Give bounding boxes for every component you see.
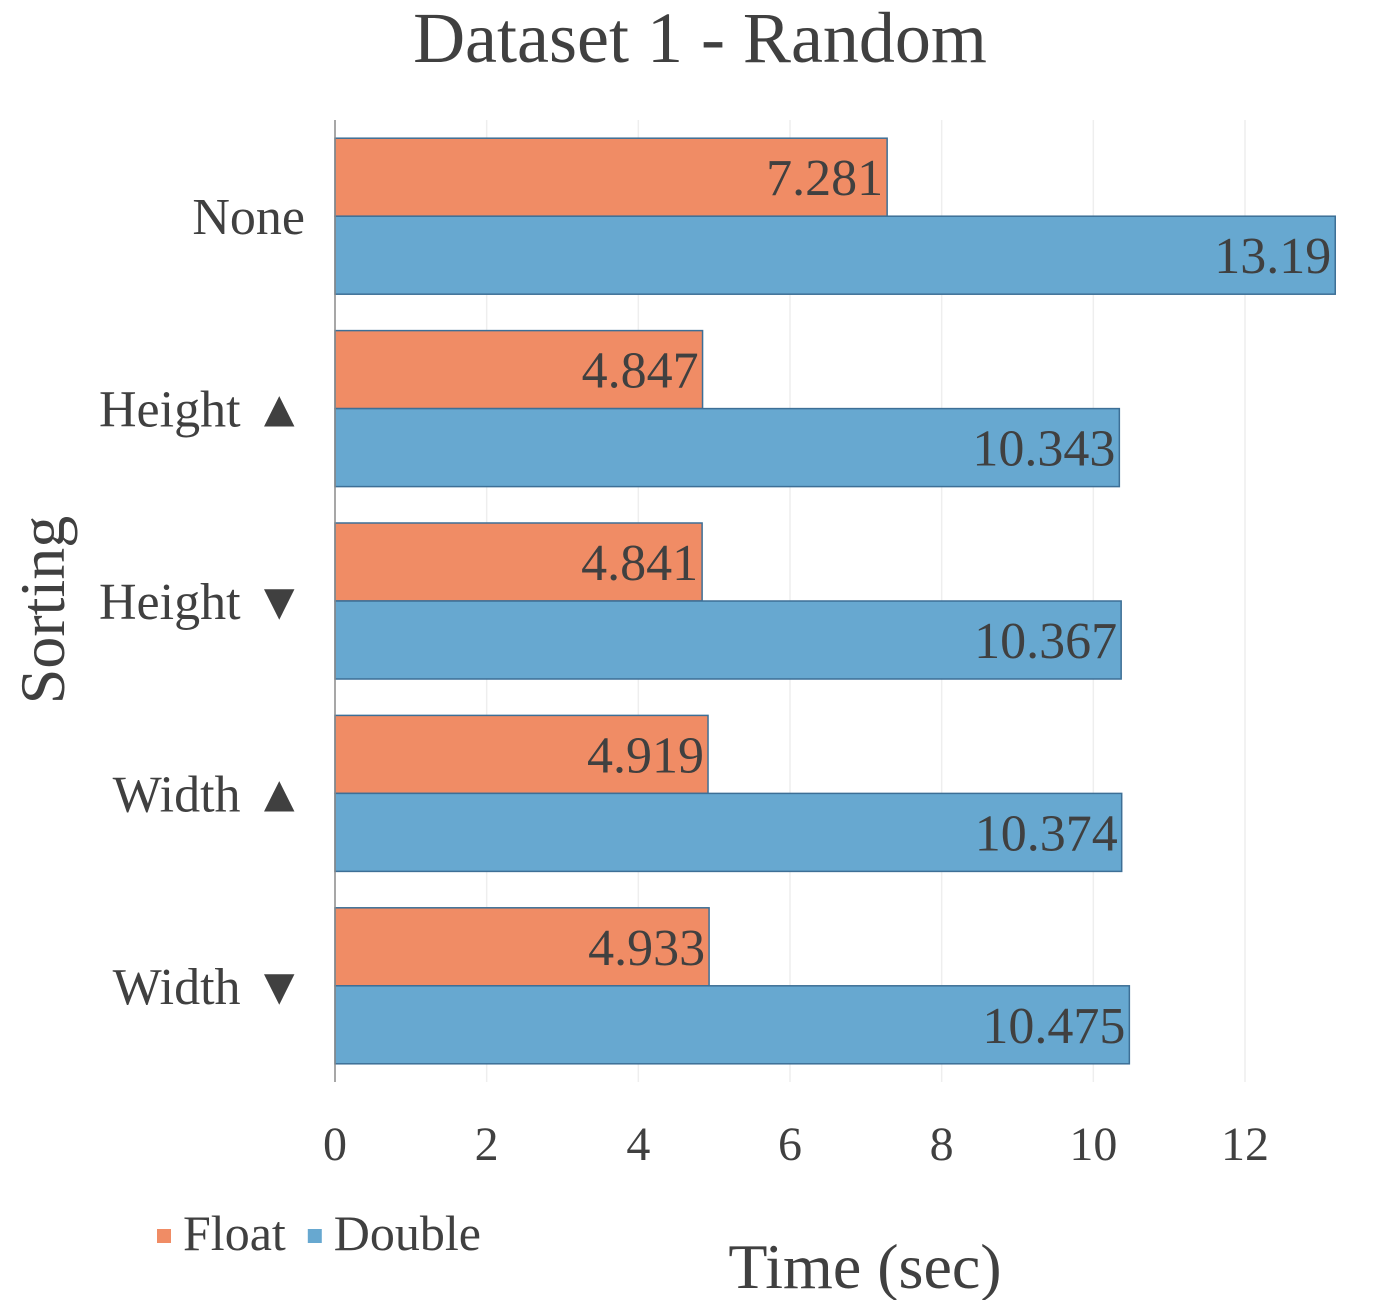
y-category-label: Width ▲: [113, 766, 305, 823]
x-tick-label: 2: [475, 1118, 499, 1171]
x-tick-label: 4: [626, 1118, 650, 1171]
x-tick-label: 6: [778, 1118, 802, 1171]
y-category-label: Height ▲: [99, 382, 305, 439]
bars: [334, 137, 1336, 1065]
data-label: 13.19: [1214, 228, 1331, 285]
data-label: 4.933: [588, 920, 705, 977]
bar-double: [334, 985, 1131, 1065]
y-category-label: Height ▼: [99, 574, 305, 631]
data-label: 10.374: [975, 805, 1118, 862]
bar-double: [334, 215, 1336, 295]
bar-double: [334, 600, 1122, 680]
data-labels: 7.281 13.19 4.847 10.343 4.841 10.367 4.919 10.…: [581, 150, 1331, 1055]
x-tick-label: 8: [930, 1118, 954, 1171]
legend-swatch-float: [157, 1229, 171, 1243]
legend-label-float: Float: [183, 1205, 286, 1261]
bar-double: [334, 407, 1121, 488]
data-label: 4.847: [582, 343, 699, 400]
chart-title: Dataset 1 - Random: [413, 0, 987, 78]
y-category-label: None: [192, 189, 305, 246]
bar-double: [334, 792, 1123, 873]
x-tick-label: 0: [323, 1118, 347, 1171]
bar-float: [334, 522, 703, 602]
axes: 0 2 4 6 8 10 12 None Height ▲ Height ▼ Width ▲ Widt…: [99, 120, 1269, 1171]
legend: Float Double: [157, 1205, 481, 1261]
x-axis-title: Time (sec): [728, 1231, 1001, 1300]
y-category-label: Width ▼: [113, 959, 305, 1016]
data-label: 4.841: [581, 535, 698, 592]
data-label: 10.343: [972, 421, 1115, 478]
bar-float: [334, 907, 710, 987]
legend-label-double: Double: [334, 1205, 481, 1261]
data-label: 10.475: [982, 998, 1125, 1055]
bar-float: [334, 714, 709, 795]
legend-swatch-double: [307, 1229, 322, 1243]
data-label: 4.919: [587, 727, 704, 784]
x-tick-label: 10: [1069, 1118, 1117, 1171]
data-label: 7.281: [766, 150, 883, 207]
data-label: 10.367: [974, 613, 1117, 670]
y-axis-title: Sorting: [7, 516, 78, 704]
x-tick-label: 12: [1221, 1118, 1269, 1171]
